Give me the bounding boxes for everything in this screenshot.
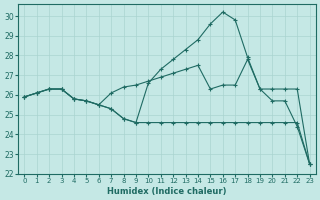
X-axis label: Humidex (Indice chaleur): Humidex (Indice chaleur): [107, 187, 227, 196]
